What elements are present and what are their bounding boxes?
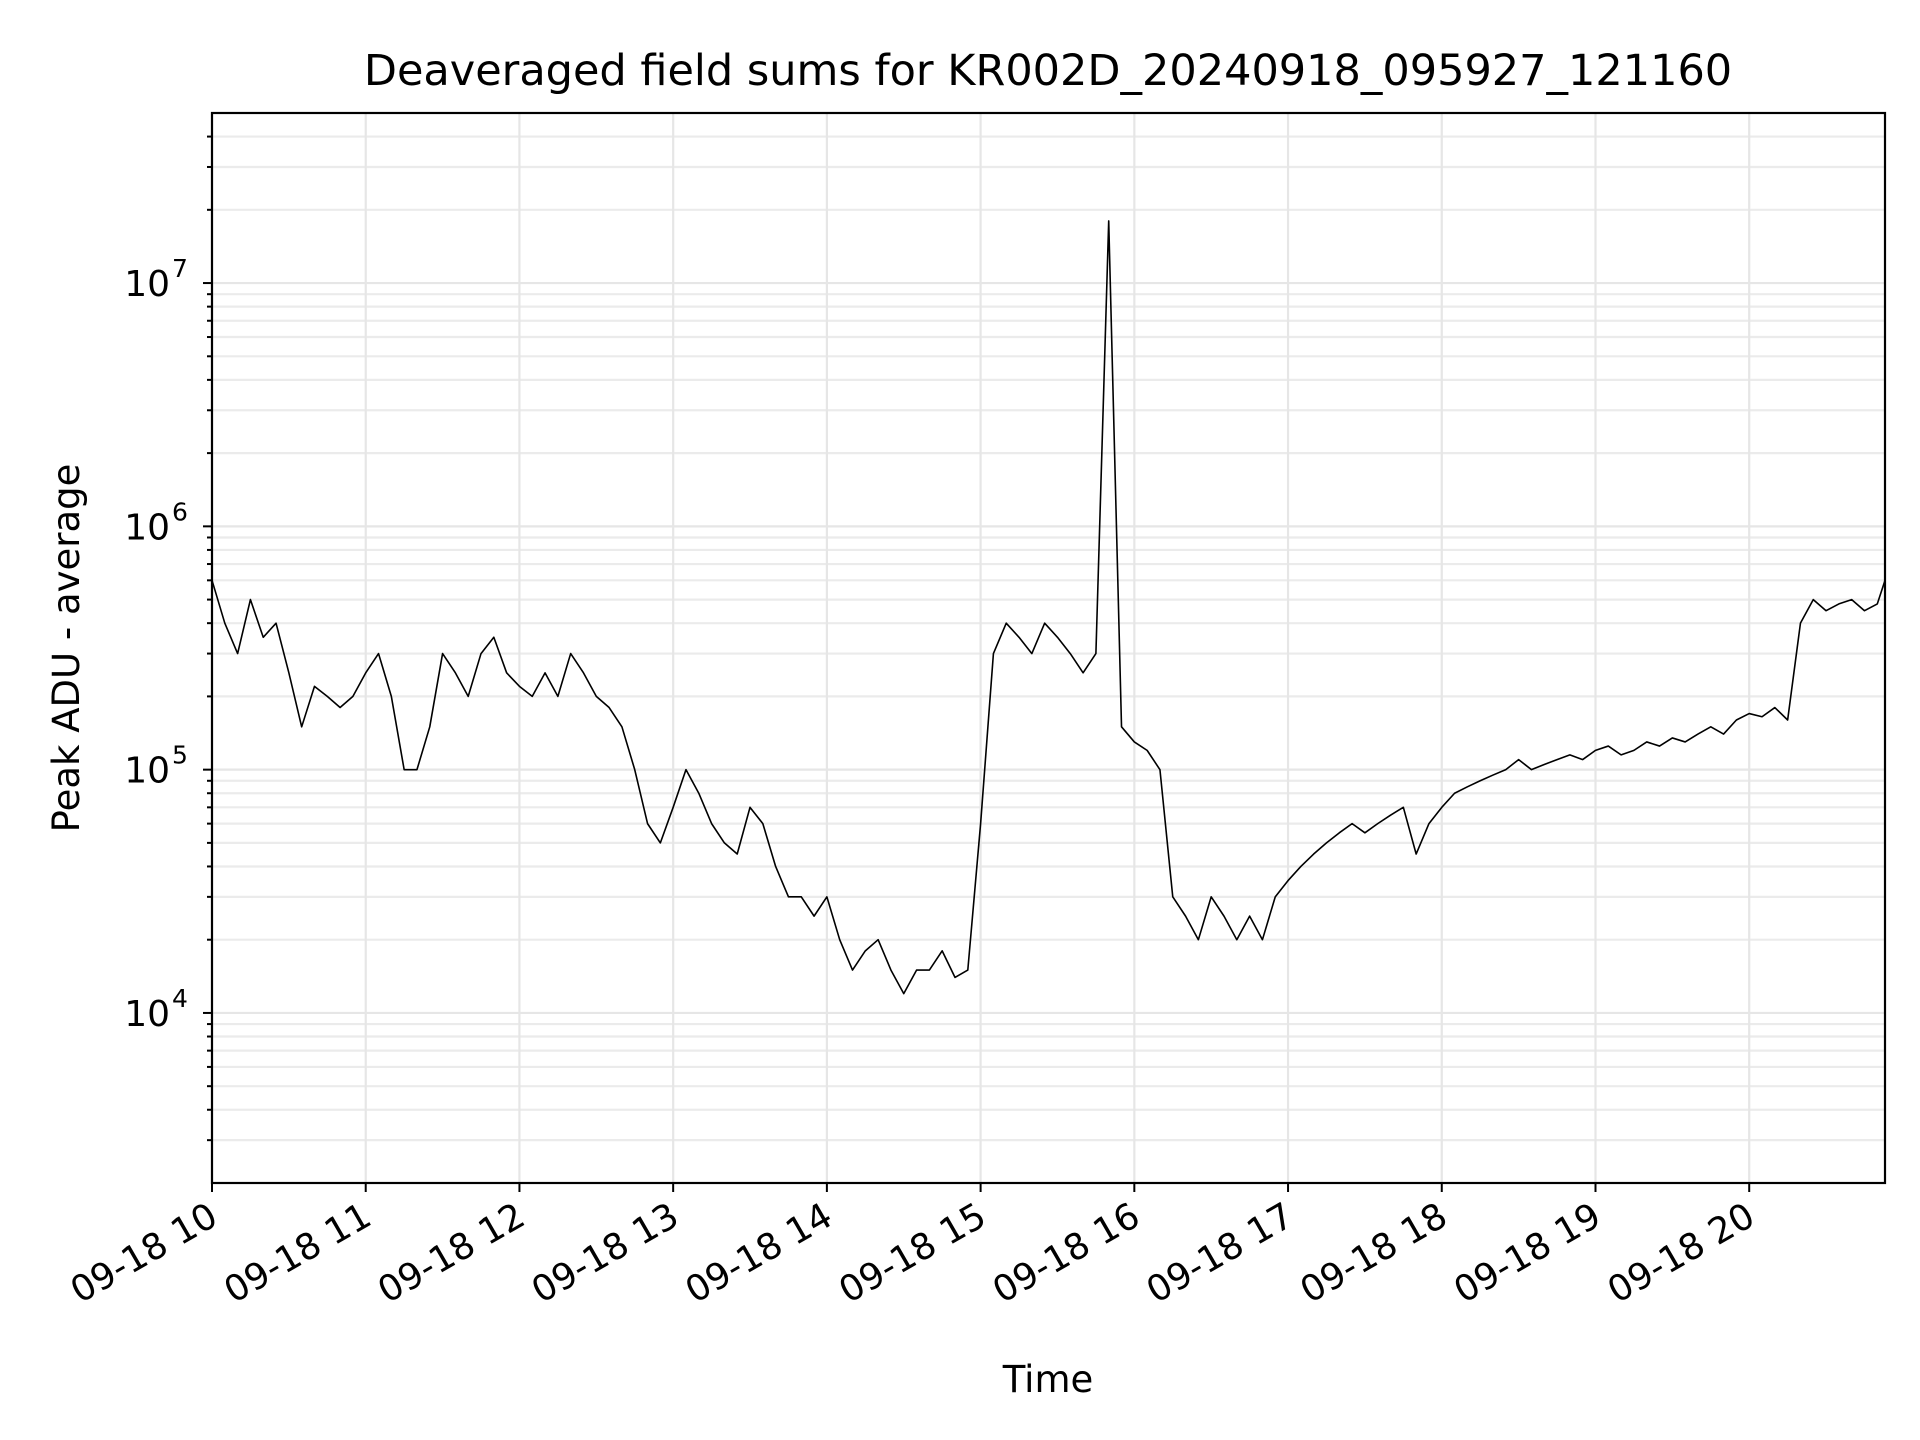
x-tick-label: 09-18 12: [371, 1195, 532, 1311]
x-tick-label: 09-18 17: [1140, 1195, 1301, 1311]
x-tick-label: 09-18 20: [1601, 1195, 1762, 1311]
x-tick-label: 09-18 14: [679, 1195, 840, 1311]
plot-frame: [210, 111, 1887, 1185]
y-axis-label: Peak ADU - average: [45, 464, 88, 833]
y-tick-exponent: 6: [172, 497, 188, 526]
y-tick-label: 10: [124, 264, 170, 305]
x-tick-label: 09-18 15: [832, 1195, 993, 1311]
x-axis-label: Time: [1002, 1358, 1094, 1401]
chart-title: Deaveraged field sums for KR002D_2024091…: [364, 46, 1732, 96]
y-tick-exponent: 5: [172, 741, 188, 770]
series-line: [211, 220, 1886, 995]
x-tick-label: 09-18 19: [1447, 1195, 1608, 1311]
x-tick-label: 09-18 16: [986, 1195, 1147, 1311]
series-layer: [211, 220, 1886, 995]
y-tick-exponent: 4: [172, 984, 188, 1013]
y-tick-label: 10: [124, 751, 170, 792]
y-tick-label: 10: [124, 507, 170, 548]
y-tick-exponent: 7: [172, 254, 188, 283]
x-tick-label: 09-18 10: [64, 1195, 225, 1311]
y-tick-label: 10: [124, 994, 170, 1035]
x-tick-label: 09-18 11: [218, 1195, 379, 1311]
grid: [210, 113, 1885, 1183]
x-tick-label: 09-18 13: [525, 1195, 686, 1311]
x-tick-label: 09-18 18: [1294, 1195, 1455, 1311]
